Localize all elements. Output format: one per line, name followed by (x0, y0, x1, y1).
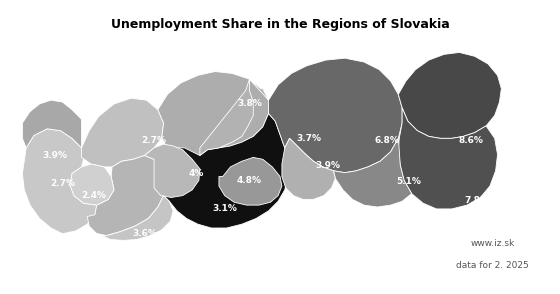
Text: 2.4%: 2.4% (81, 191, 106, 200)
Text: 3.1%: 3.1% (212, 204, 237, 213)
Text: 3.6%: 3.6% (132, 229, 157, 238)
Polygon shape (97, 196, 173, 240)
Polygon shape (398, 52, 501, 138)
Polygon shape (22, 129, 97, 234)
Polygon shape (219, 157, 282, 205)
Text: data for 2. 2025: data for 2. 2025 (456, 261, 529, 270)
Polygon shape (22, 100, 82, 148)
Polygon shape (333, 138, 412, 207)
Text: 5.1%: 5.1% (396, 177, 421, 186)
Text: 2.7%: 2.7% (50, 179, 75, 188)
Text: 2.7%: 2.7% (142, 136, 166, 145)
Text: 3.7%: 3.7% (296, 134, 321, 143)
Text: 10.7%: 10.7% (272, 208, 303, 217)
Polygon shape (200, 79, 269, 156)
Text: 3.9%: 3.9% (315, 161, 340, 170)
Polygon shape (269, 58, 402, 173)
Text: 4%: 4% (188, 169, 204, 178)
Text: 4.8%: 4.8% (237, 176, 262, 185)
Polygon shape (87, 156, 166, 236)
Polygon shape (154, 113, 288, 228)
Polygon shape (282, 138, 335, 199)
Text: 6.8%: 6.8% (375, 136, 399, 145)
Text: 3.8%: 3.8% (237, 99, 262, 108)
Text: 3.9%: 3.9% (43, 151, 67, 160)
Polygon shape (144, 144, 200, 198)
Polygon shape (398, 108, 497, 209)
Title: Unemployment Share in the Regions of Slovakia: Unemployment Share in the Regions of Slo… (111, 18, 449, 31)
Polygon shape (158, 71, 269, 159)
Text: 7.8%: 7.8% (464, 196, 489, 205)
Polygon shape (70, 164, 114, 205)
Text: www.iz.sk: www.iz.sk (470, 239, 515, 248)
Text: 8.6%: 8.6% (459, 136, 483, 145)
Polygon shape (82, 98, 164, 167)
